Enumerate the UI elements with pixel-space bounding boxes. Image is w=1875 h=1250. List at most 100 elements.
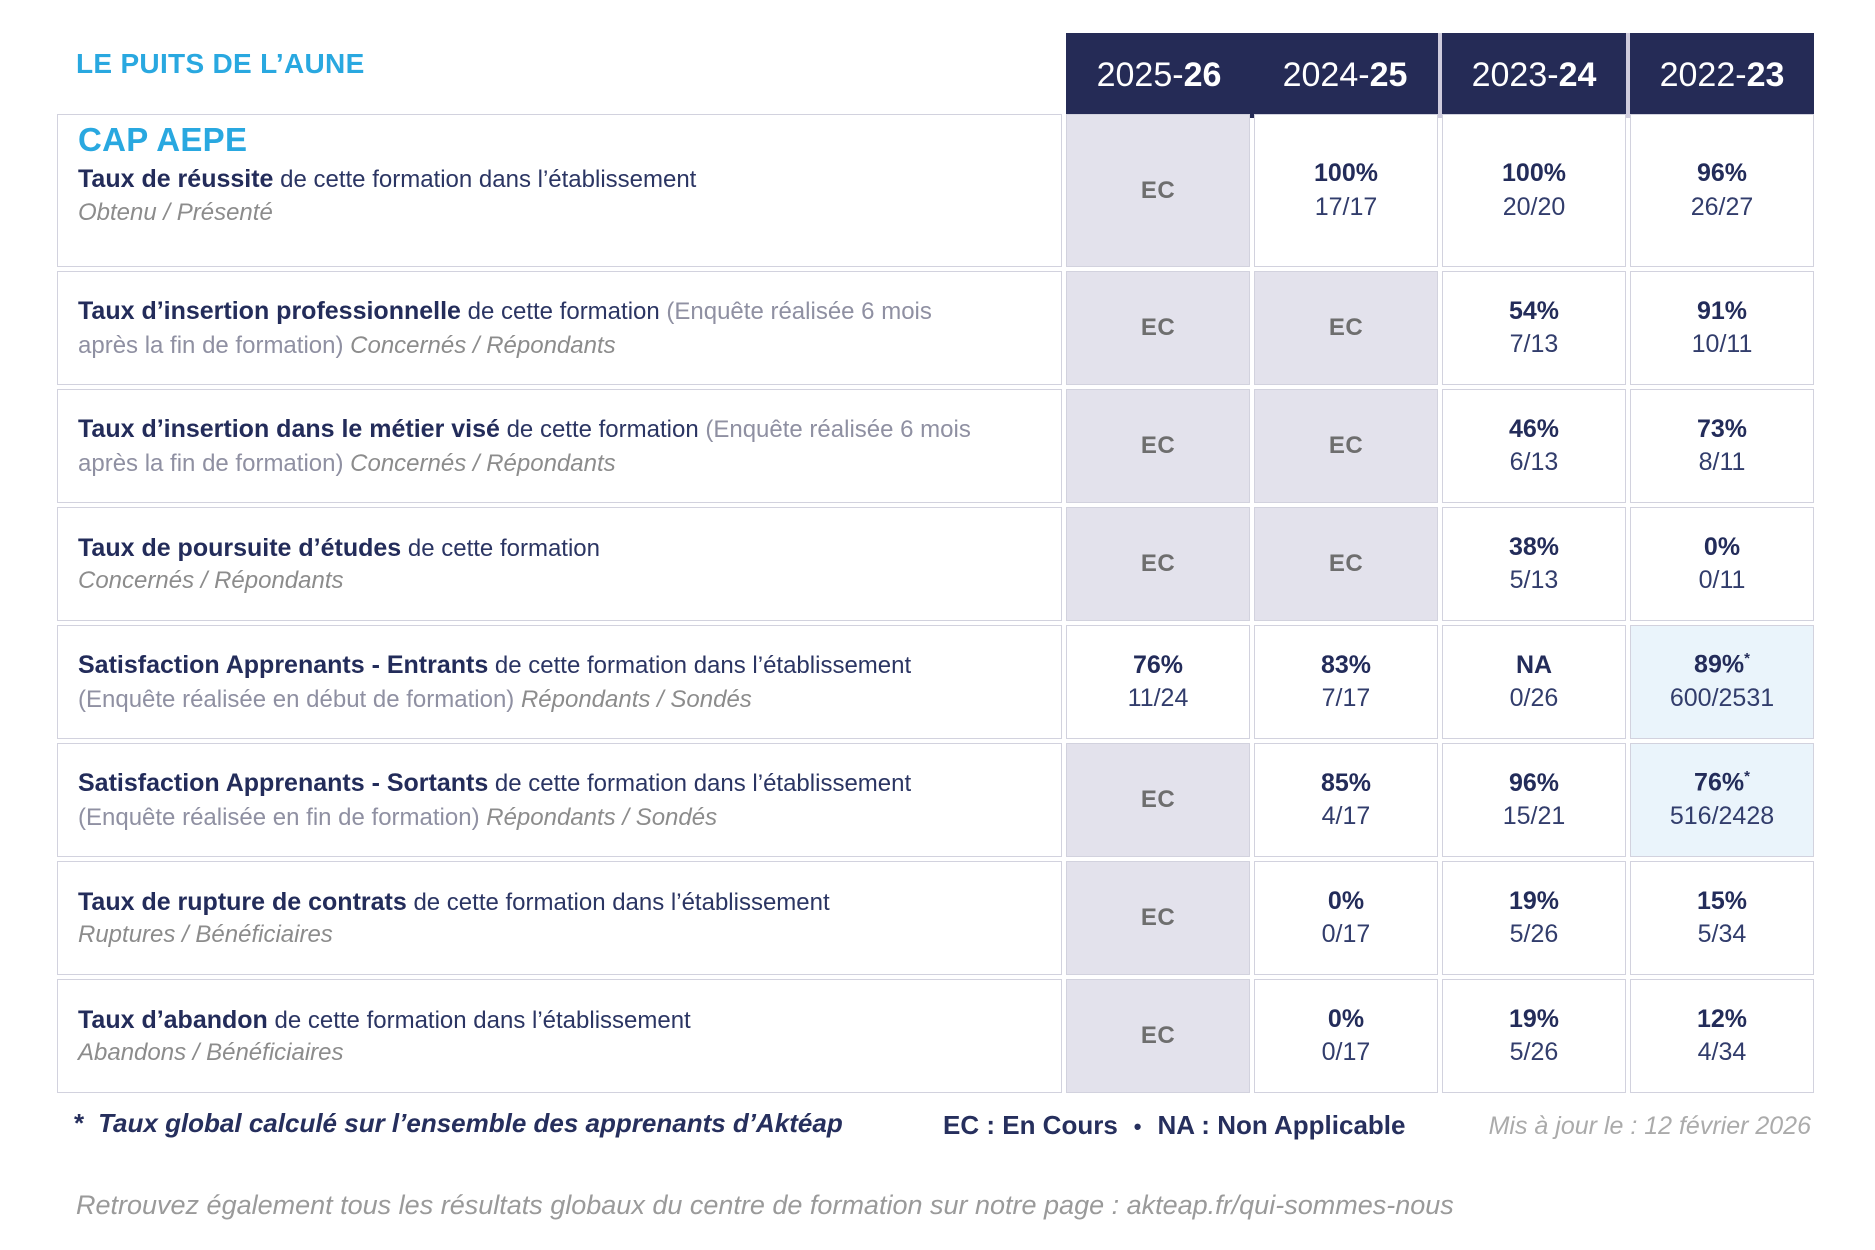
value-cell: 96% 15/21 xyxy=(1442,743,1626,857)
value-asterisk: * xyxy=(1744,650,1750,668)
row-title: Taux de réussite xyxy=(78,165,274,193)
updated-date: Mis à jour le : 12 février 2026 xyxy=(1488,1112,1811,1140)
value-percent: 76% xyxy=(1132,650,1184,679)
value-percent: 85% xyxy=(1320,768,1372,797)
value-percent: NA xyxy=(1515,650,1553,679)
value-fraction: 5/13 xyxy=(1509,566,1559,594)
value-asterisk: * xyxy=(1744,768,1750,786)
ec-cell: EC xyxy=(1066,389,1250,503)
row-sub-label: Ruptures / Bénéficiaires xyxy=(78,921,333,949)
footnote-asterisk: * xyxy=(74,1108,85,1138)
row-label-cell: Taux de rupture de contrats de cette for… xyxy=(57,861,1062,975)
row-label: Taux de réussite de cette formation dans… xyxy=(78,162,991,197)
value-cell: 19% 5/26 xyxy=(1442,861,1626,975)
row-label-cell: Taux de poursuite d’études de cette form… xyxy=(57,507,1062,621)
row-title: Taux d’insertion professionnelle xyxy=(78,297,461,326)
ec-cell: EC xyxy=(1066,861,1250,975)
value-fraction: 5/34 xyxy=(1697,920,1747,948)
year-label-bold: 23 xyxy=(1746,56,1785,94)
row-title: Taux d’abandon xyxy=(78,1005,268,1034)
row-sub-label: Concernés / Répondants xyxy=(350,331,616,359)
row-paren-note: (Enquête réalisée en début de formation) xyxy=(78,685,515,713)
value-percent: 0% xyxy=(1703,532,1741,561)
value-fraction: 4/17 xyxy=(1321,802,1371,830)
row-desc: de cette formation dans l’établissement xyxy=(280,166,697,193)
value-percent: 73% xyxy=(1696,414,1748,443)
legend-separator: • xyxy=(1133,1114,1142,1139)
row-label-cell: Taux d’abandon de cette formation dans l… xyxy=(57,979,1062,1093)
value-cell: 15% 5/34 xyxy=(1630,861,1814,975)
footnote-text: Taux global calculé sur l’ensemble des a… xyxy=(98,1108,843,1138)
value-cell: 76%* 516/2428 xyxy=(1630,743,1814,857)
ec-cell: EC xyxy=(1066,743,1250,857)
bottom-note: Retrouvez également tous les résultats g… xyxy=(76,1190,1454,1221)
legend-na: NA : Non Applicable xyxy=(1157,1110,1406,1140)
row-label-cell: CAP AEPE Taux de réussite de cette format… xyxy=(57,114,1062,267)
value-percent: 46% xyxy=(1508,414,1560,443)
row-desc: de cette formation dans l’établissement xyxy=(413,888,830,916)
ec-cell: EC xyxy=(1066,114,1250,267)
value-cell: 91% 10/11 xyxy=(1630,271,1814,385)
year-label-bold: 26 xyxy=(1183,56,1222,94)
value-cell: 54% 7/13 xyxy=(1442,271,1626,385)
value-fraction: 6/13 xyxy=(1509,448,1559,476)
value-fraction: 0/17 xyxy=(1321,1038,1371,1066)
year-label: 2025- xyxy=(1096,56,1184,94)
value-percent: 19% xyxy=(1508,1004,1560,1033)
ec-cell: EC xyxy=(1066,271,1250,385)
value-percent: 12% xyxy=(1696,1004,1748,1033)
value-cell: 100% 17/17 xyxy=(1254,114,1438,267)
row-paren-note: (Enquête réalisée 6 mois après la fin de… xyxy=(78,298,932,359)
akteap-link[interactable]: akteap.fr/qui-sommes-nous xyxy=(1126,1190,1454,1220)
value-fraction: 8/11 xyxy=(1698,448,1746,476)
value-percent: 54% xyxy=(1508,296,1560,325)
value-cell: 96% 26/27 xyxy=(1630,114,1814,267)
value-cell: 46% 6/13 xyxy=(1442,389,1626,503)
value-cell: 85% 4/17 xyxy=(1254,743,1438,857)
ec-cell: EC xyxy=(1254,271,1438,385)
value-percent: 19% xyxy=(1508,886,1560,915)
row-sub-label: Concernés / Répondants xyxy=(78,567,344,595)
year-label: 2022- xyxy=(1659,56,1747,94)
value-cell: 38% 5/13 xyxy=(1442,507,1626,621)
value-fraction: 11/24 xyxy=(1127,684,1189,712)
row-desc: de cette formation dans l’établissement xyxy=(494,770,912,798)
row-label: Taux de poursuite d’études de cette form… xyxy=(78,531,991,566)
row-label: Taux de rupture de contrats de cette for… xyxy=(78,885,991,920)
value-percent: 100% xyxy=(1314,159,1378,187)
value-cell: 0% 0/17 xyxy=(1254,861,1438,975)
value-fraction: 26/27 xyxy=(1690,192,1754,221)
year-col-2024-25: 2024- 25 xyxy=(1252,33,1438,118)
value-percent: 0% xyxy=(1327,1004,1365,1033)
ec-cell: EC xyxy=(1066,979,1250,1093)
org-title: LE PUITS DE L’AUNE xyxy=(76,48,365,79)
row-sub-label: Répondants / Sondés xyxy=(520,685,752,713)
ec-cell: EC xyxy=(1254,507,1438,621)
value-fraction: 0/17 xyxy=(1321,920,1371,948)
value-fraction: 7/13 xyxy=(1509,330,1559,358)
row-label-cell: Taux d’insertion professionnelle de cett… xyxy=(57,271,1062,385)
row-title: Taux d’insertion dans le métier visé xyxy=(78,415,500,444)
row-title: Taux de rupture de contrats xyxy=(78,887,407,916)
year-label: 2023- xyxy=(1471,56,1559,94)
value-fraction: 7/17 xyxy=(1321,684,1371,712)
bottom-note-text: Retrouvez également tous les résultats g… xyxy=(76,1190,1127,1220)
row-label-cell: Satisfaction Apprenants - Entrants de ce… xyxy=(57,625,1062,739)
value-cell: 0% 0/11 xyxy=(1630,507,1814,621)
year-header-merged-block: 2025- 26 2024- 25 xyxy=(1066,33,1438,118)
ec-cell: EC xyxy=(1066,507,1250,621)
year-label: 2024- xyxy=(1282,56,1370,94)
row-sub-label: Obtenu / Présenté xyxy=(78,198,273,226)
value-percent: 100% xyxy=(1502,159,1566,187)
row-desc: de cette formation xyxy=(467,298,660,326)
legend: EC : En Cours • NA : Non Applicable xyxy=(943,1110,1405,1141)
value-fraction: 516/2428 xyxy=(1669,802,1775,831)
row-label: Taux d’abandon de cette formation dans l… xyxy=(78,1003,991,1038)
value-fraction: 0/26 xyxy=(1509,684,1559,712)
value-cell: NA 0/26 xyxy=(1442,625,1626,739)
value-percent: 91% xyxy=(1696,296,1748,325)
value-cell: 0% 0/17 xyxy=(1254,979,1438,1093)
value-cell: 73% 8/11 xyxy=(1630,389,1814,503)
value-fraction: 15/21 xyxy=(1502,802,1566,830)
value-percent: 96% xyxy=(1508,768,1560,797)
